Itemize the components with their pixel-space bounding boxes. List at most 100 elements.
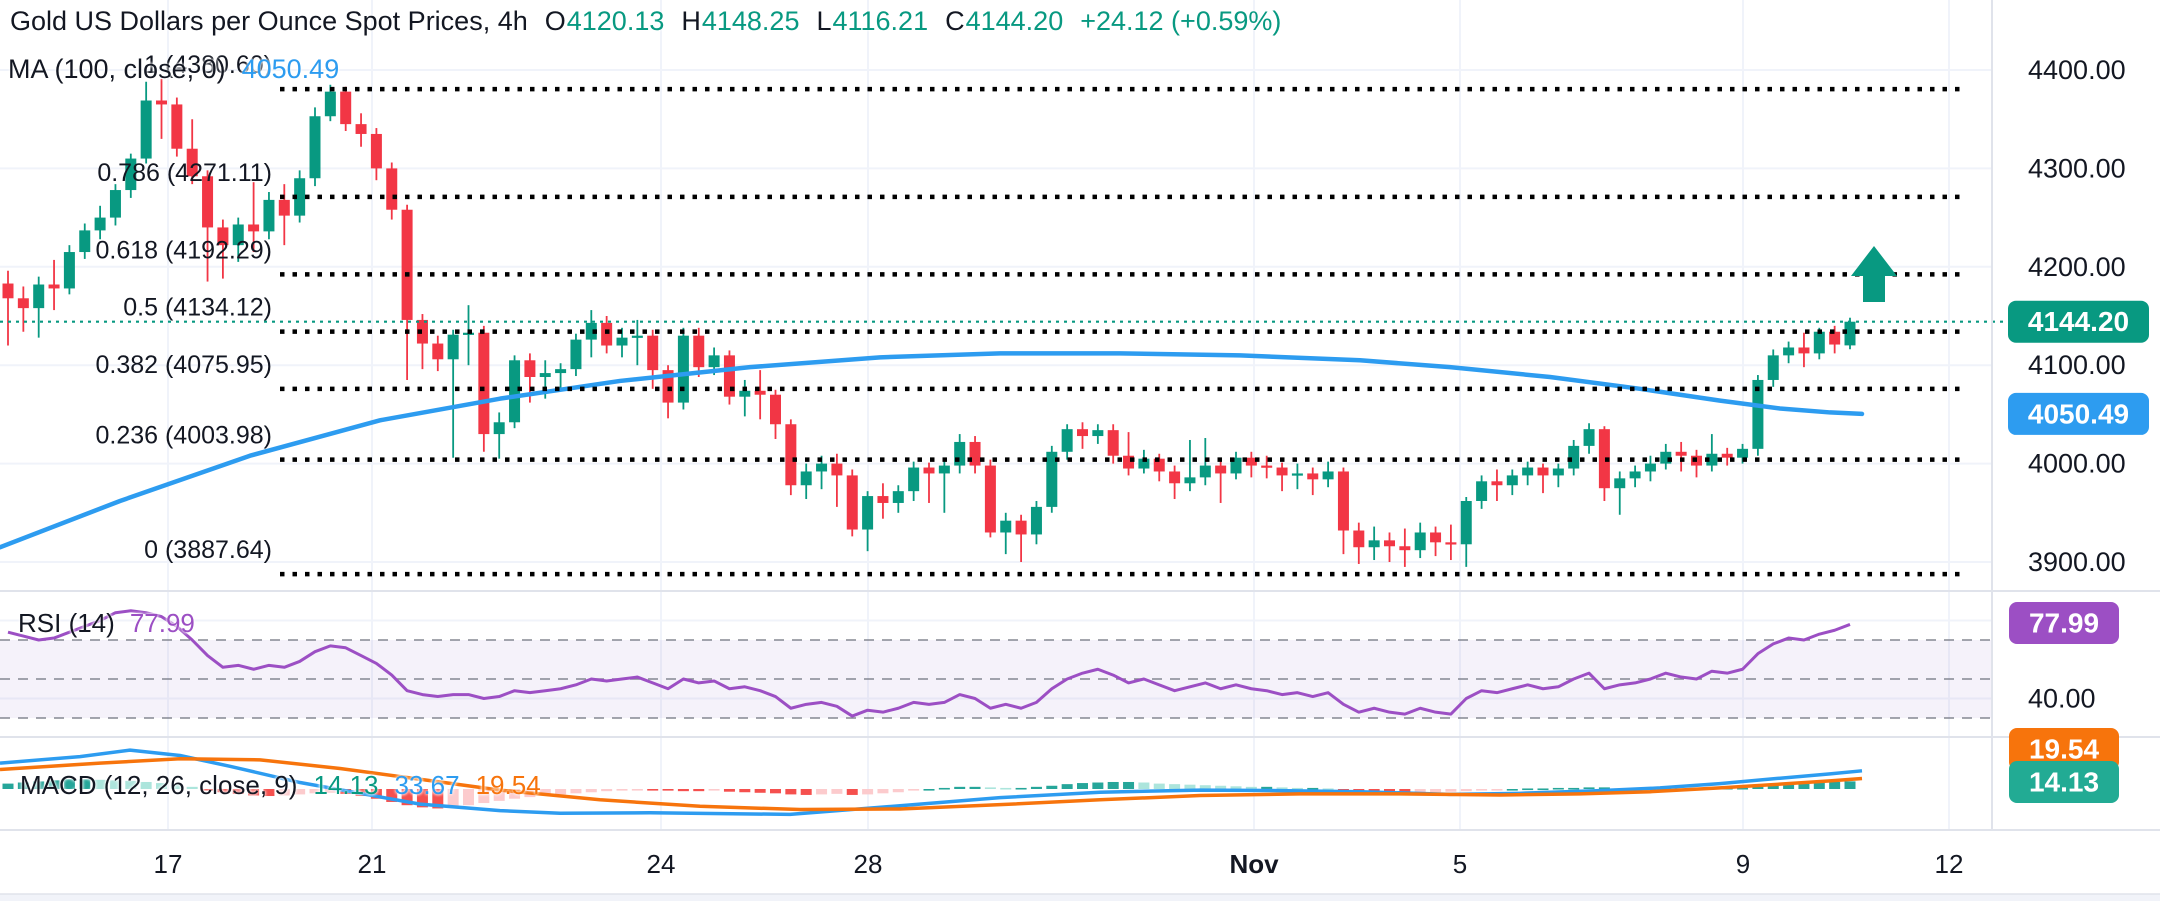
candle-body (739, 390, 751, 397)
ohlc-close: C 4144.20 (945, 6, 1063, 37)
low-value: 4116.21 (832, 6, 929, 36)
candle-body (1215, 465, 1227, 474)
macd-hist-badge-text: 14.13 (2029, 767, 2099, 798)
time-axis-label: 21 (358, 849, 387, 879)
macd-histogram-bar (1123, 781, 1135, 789)
macd-histogram-bar (1092, 782, 1104, 789)
macd-histogram-bar (1813, 782, 1825, 789)
ohlc-high: H 4148.25 (681, 6, 799, 37)
macd-histogram-bar (1261, 786, 1273, 789)
candle-body (831, 463, 843, 476)
candle-body (340, 91, 352, 125)
candle-body (94, 217, 106, 231)
price-axis[interactable]: 4400.00 4300.00 4200.00 4100.00 4000.00 3900.… (2028, 55, 2126, 577)
rsi-value-badge-text: 77.99 (2029, 608, 2099, 639)
candle-body (647, 335, 659, 371)
macd-histogram-bar (923, 789, 935, 791)
candle-body (1629, 471, 1641, 479)
macd-histogram-bar (248, 789, 260, 796)
close-label: C (945, 6, 965, 36)
macd-histogram-bar (1522, 788, 1534, 791)
symbol-legend: Gold US Dollars per Ounce Spot Prices, 4… (10, 6, 1281, 37)
candle-body (324, 91, 336, 117)
candle-body (416, 319, 428, 344)
candle-body (570, 339, 582, 370)
macd-histogram-bar (1030, 786, 1042, 789)
candle-body (1322, 471, 1334, 480)
candle-body (171, 104, 183, 149)
candle-body (1230, 457, 1242, 474)
candle-body (1138, 458, 1150, 469)
candle-body (862, 496, 874, 530)
candle-body (1414, 532, 1426, 551)
macd-histogram-bar (217, 789, 229, 793)
candle-body (447, 334, 459, 360)
time-axis-label: 24 (647, 849, 676, 879)
candle-body (79, 230, 91, 253)
candle-body (1337, 471, 1349, 531)
macd-histogram-bar (938, 787, 950, 790)
macd-histogram-bar (1015, 787, 1027, 790)
ma-legend-value: 4050.49 (241, 54, 340, 84)
candle-body (1445, 542, 1457, 545)
candle-body (1522, 467, 1534, 476)
candle-body (1123, 455, 1135, 469)
candle-body (294, 178, 306, 216)
macd-histogram-bar (708, 789, 720, 791)
macd-legend-label: MACD (12, 26, close, 9) (20, 770, 298, 800)
macd-histogram-bar (94, 779, 106, 789)
candle-body (1430, 532, 1442, 543)
candle-body (1721, 453, 1733, 458)
ma-value-badge (2008, 392, 2149, 435)
macd-histogram-bar (17, 782, 29, 789)
macd-histogram-bar (1291, 787, 1303, 790)
macd-hist-value: 14.13 (313, 770, 379, 800)
macd-histogram-bar (463, 789, 474, 806)
candle-body (1491, 481, 1503, 486)
macd-histogram-bar (171, 784, 183, 789)
rsi-legend: RSI (14) 77.99 (18, 608, 195, 639)
candle-body (662, 370, 674, 403)
candle-body (969, 441, 981, 466)
candle-body (524, 360, 536, 378)
candle-body (1675, 451, 1687, 456)
candle-body (140, 100, 152, 159)
candle-body (232, 224, 244, 246)
macd-legend: MACD (12, 26, close, 9) 14.13 33.67 19.5… (20, 770, 541, 801)
macd-histogram-bar (294, 789, 306, 795)
candle-body (1583, 429, 1595, 446)
last-price-badge (2008, 300, 2149, 343)
macd-histogram-bar (509, 789, 521, 799)
change-value: +24.12 (+0.59%) (1080, 6, 1282, 36)
macd-histogram-bar (862, 789, 874, 795)
macd-histogram-bar (1598, 787, 1610, 789)
macd-histogram-bar (1476, 789, 1488, 791)
macd-histogram-bar (601, 789, 613, 792)
macd-histogram-bar (816, 789, 828, 795)
time-axis-label: Nov (1229, 849, 1279, 879)
candle-body (631, 335, 643, 338)
candle-body (677, 335, 689, 403)
candle-body (1153, 458, 1165, 472)
candle-body (355, 124, 367, 134)
candle-body (202, 176, 214, 228)
macd-signal-badge-text: 19.54 (2029, 734, 2099, 765)
candle-body (1276, 467, 1288, 476)
candle-body (33, 284, 45, 309)
candle-body (278, 199, 290, 216)
macd-histogram-bar (539, 789, 551, 796)
macd-histogram-bar (156, 783, 167, 789)
ma-line (0, 351, 1865, 550)
macd-histogram-bar (1046, 785, 1058, 789)
candle-body (1460, 500, 1472, 545)
candle-body (785, 424, 797, 486)
candle-body (1598, 429, 1610, 489)
candle-body (1813, 331, 1825, 354)
candle-body (1399, 546, 1411, 551)
macd-histogram-bar (232, 789, 244, 794)
macd-histogram-bar (616, 789, 628, 791)
macd-histogram-bar (1491, 789, 1503, 791)
candle-body (1552, 468, 1564, 476)
candle-body (1568, 445, 1580, 469)
